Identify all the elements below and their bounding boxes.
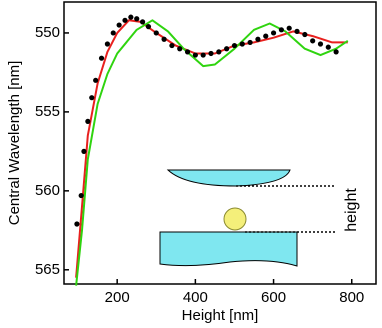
- data-point: [239, 41, 245, 47]
- data-point: [139, 19, 146, 25]
- data-point: [184, 49, 191, 55]
- data-point: [145, 24, 152, 30]
- data-point: [278, 27, 284, 33]
- data-point: [104, 41, 110, 47]
- data-point: [81, 148, 87, 154]
- x-tick-label: 400: [183, 289, 208, 306]
- upper-surface: [166, 169, 291, 187]
- data-point: [116, 22, 122, 28]
- data-point: [294, 28, 300, 34]
- data-point: [122, 17, 128, 23]
- y-tick-label: 560: [35, 182, 60, 199]
- data-point: [302, 31, 308, 38]
- y-axis-label: Central Wavelength [nm]: [6, 61, 23, 226]
- data-point: [325, 44, 331, 50]
- data-point: [310, 38, 316, 44]
- data-point: [255, 36, 261, 42]
- data-point: [98, 55, 105, 61]
- data-point: [208, 50, 214, 57]
- lower-surface: [159, 231, 298, 267]
- data-point: [177, 46, 183, 52]
- data-point: [270, 30, 277, 36]
- data-point: [200, 52, 206, 58]
- data-point: [89, 95, 95, 101]
- data-point: [128, 14, 134, 20]
- data-point: [224, 46, 230, 52]
- series-line: [75, 19, 348, 278]
- x-tick-label: 600: [261, 289, 286, 306]
- data-point: [247, 39, 253, 46]
- data-point: [231, 42, 238, 49]
- data-point: [216, 49, 222, 55]
- data-point: [161, 36, 167, 42]
- data-point: [192, 52, 198, 58]
- data-point: [134, 16, 140, 22]
- x-axis-label: Height [nm]: [182, 307, 259, 324]
- data-point: [169, 42, 175, 49]
- data-point: [110, 30, 116, 36]
- data-point: [333, 49, 339, 55]
- x-tick-label: 200: [105, 289, 130, 306]
- data-point: [153, 30, 159, 36]
- data-point: [74, 221, 80, 227]
- y-tick-label: 565: [35, 261, 60, 278]
- y-tick-label: 550: [35, 24, 60, 41]
- data-point: [263, 33, 269, 39]
- particle: [223, 207, 247, 231]
- data-point: [93, 77, 99, 83]
- x-tick-label: 800: [339, 289, 364, 306]
- data-point: [286, 25, 292, 31]
- y-tick-label: 555: [35, 103, 60, 120]
- inset-illustration: height: [159, 169, 360, 267]
- data-point: [85, 118, 91, 124]
- data-point: [78, 192, 84, 199]
- data-point: [317, 41, 324, 47]
- series-line: [75, 19, 349, 286]
- annotation: height: [343, 188, 360, 232]
- plot-frame: [63, 1, 377, 285]
